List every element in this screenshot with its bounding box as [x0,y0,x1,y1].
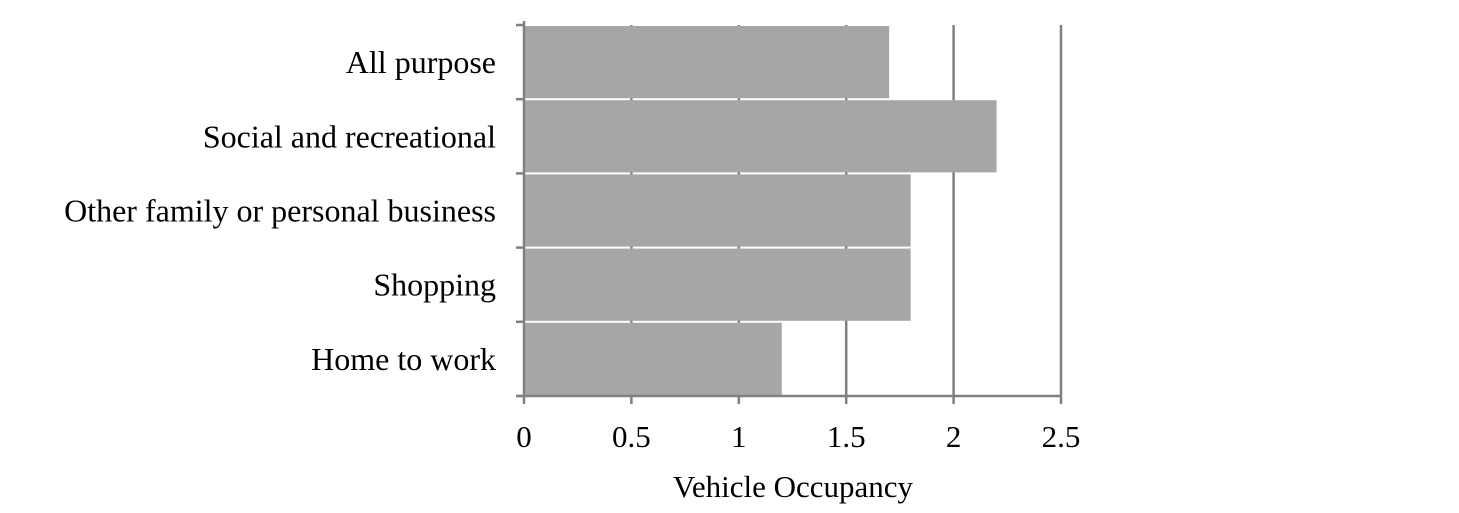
x-tick-label-0: 0 [516,419,532,454]
bar-4 [524,322,782,395]
bar-2 [524,174,911,247]
category-labels: All purpose Social and recreational Other … [64,44,496,377]
x-tick-label-3: 1.5 [827,419,866,454]
x-tick-label-5: 2.5 [1042,419,1081,454]
category-label-0: All purpose [346,44,496,80]
bar-0 [524,26,890,99]
x-axis-title: Vehicle Occupancy [673,469,914,504]
axes [516,21,1063,404]
bars [524,26,997,395]
category-label-3: Shopping [373,267,496,303]
bar-3 [524,248,911,321]
x-tick-label-1: 0.5 [612,419,651,454]
bar-1 [524,100,997,173]
category-label-4: Home to work [311,341,496,377]
category-label-2: Other family or personal business [64,193,496,229]
category-label-1: Social and recreational [203,118,496,154]
x-tick-label-2: 1 [731,419,747,454]
x-tick-labels: 0 0.5 1 1.5 2 2.5 [516,419,1080,454]
x-tick-label-4: 2 [946,419,962,454]
